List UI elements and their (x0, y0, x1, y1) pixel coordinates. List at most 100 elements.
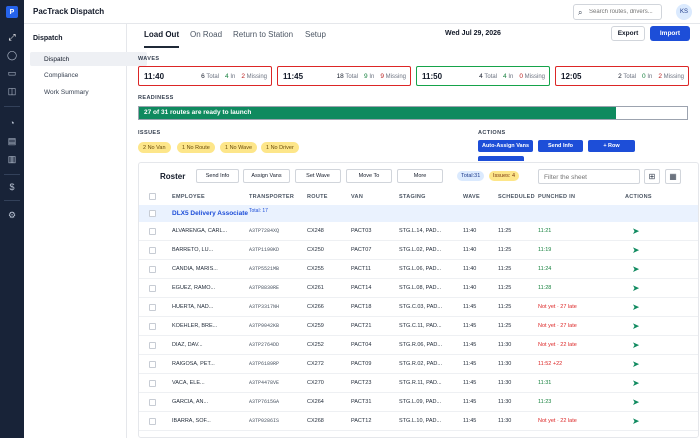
table-row[interactable]: KOEHLER, BRE... A3TP9042KB CX259 PACT21 STG.… (139, 317, 698, 336)
employee-name: IBARRA, SOF... (172, 418, 211, 424)
send-icon[interactable]: ➤ (632, 359, 640, 369)
import-button[interactable]: Import (650, 26, 690, 41)
send-icon[interactable]: ➤ (632, 397, 640, 407)
assign-vans-button[interactable]: Assign Vans (243, 169, 290, 183)
column-header-wave[interactable]: WAVE (463, 194, 480, 200)
tab-on-road[interactable]: On Road (190, 30, 223, 39)
tab-return-to-station[interactable]: Return to Station (233, 30, 294, 39)
issues-count-pill[interactable]: Issues: 4 (489, 171, 520, 181)
table-row[interactable]: RAIGOSA, PET... A3TP6189RP CX272 PACT09 STG.… (139, 355, 698, 374)
send-icon[interactable]: ➤ (632, 245, 640, 255)
settings-icon[interactable]: ⚙ (7, 209, 17, 220)
overflow-action-button[interactable] (478, 156, 524, 161)
route-icon[interactable]: ⤢ (8, 31, 16, 42)
issue-chip-no-van[interactable]: 2 No Van (138, 142, 171, 153)
table-row[interactable]: HUERTA, NAD... A3TP3317NH CX266 PACT18 STG.C… (139, 298, 698, 317)
column-header-van[interactable]: VAN (351, 194, 364, 200)
punched-in-status: Not yet · 27 late (538, 323, 577, 329)
document-icon[interactable]: ▤ (7, 135, 17, 146)
send-icon[interactable]: ➤ (632, 340, 640, 350)
row-checkbox[interactable] (149, 304, 156, 311)
employee-name: CANDIA, MARIS... (172, 266, 218, 272)
send-icon[interactable]: ➤ (632, 264, 640, 274)
group-checkbox[interactable] (149, 210, 156, 217)
move-to-button[interactable]: Move To (346, 169, 392, 183)
more-button[interactable]: More (397, 169, 443, 183)
table-row[interactable]: EGUEZ, RAMO... A3TP8830RE CX261 PACT14 STG.L… (139, 279, 698, 298)
route-code: CX255 (307, 266, 324, 272)
table-row[interactable]: GARCIA, AN... A3TP7615GA CX264 PACT31 STG.L.… (139, 393, 698, 412)
group-header-row[interactable]: DLX5 Delivery Associate Total: 17 (139, 205, 698, 222)
row-checkbox[interactable] (149, 228, 156, 235)
staging-location: STG.L.02, PAD... (399, 247, 442, 253)
column-header-transporter[interactable]: TRANSPORTER (249, 194, 295, 200)
set-wave-button[interactable]: Set Wave (295, 169, 341, 183)
wave-card[interactable]: 12:05 2 Total 0 In 2 Missing (555, 66, 689, 86)
wave-missing-label: Missing (663, 74, 684, 80)
table-row[interactable]: VACA, ELE... A3TP4478VE CX270 PACT23 STG.R.1… (139, 374, 698, 393)
column-header-staging[interactable]: STAGING (399, 194, 426, 200)
wave-card[interactable]: 11:50 4 Total 4 In 0 Missing (416, 66, 550, 86)
send-icon[interactable]: ➤ (632, 416, 640, 426)
clipboard-icon[interactable]: ▥ (7, 153, 17, 164)
tab-load-out[interactable]: Load Out (144, 30, 180, 39)
auto-assign-vans-button[interactable]: Auto-Assign Vans (478, 140, 533, 152)
route-code: CX252 (307, 342, 324, 348)
layout-icon[interactable]: ▦ (665, 169, 681, 184)
avatar[interactable]: KS (676, 4, 692, 20)
issue-chip-no-wave[interactable]: 1 No Wave (220, 142, 258, 153)
row-checkbox[interactable] (149, 361, 156, 368)
sidebar-item-work-summary[interactable]: Work Summary (44, 88, 89, 96)
column-header-punched-in[interactable]: PUNCHED IN (538, 194, 576, 200)
column-header-route[interactable]: ROUTE (307, 194, 328, 200)
issue-chip-no-route[interactable]: 1 No Route (177, 142, 215, 153)
staging-location: STG.L.10, PAD... (399, 418, 442, 424)
send-info-button[interactable]: Send Info (538, 140, 583, 152)
send-icon[interactable]: ➤ (632, 321, 640, 331)
wave-card[interactable]: 11:45 18 Total 9 In 9 Missing (277, 66, 411, 86)
group-name: DLX5 Delivery Associate (172, 210, 248, 217)
row-checkbox[interactable] (149, 399, 156, 406)
send-icon[interactable]: ➤ (632, 302, 640, 312)
staging-location: STG.L.08, PAD... (399, 285, 442, 291)
row-checkbox[interactable] (149, 380, 156, 387)
table-row[interactable]: ALVARENGA, CARL... A3TP7284XQ CX248 PACT03 S… (139, 222, 698, 241)
table-row[interactable]: BARRETO, LU... A3TP1190KD CX250 PACT07 STG.L… (139, 241, 698, 260)
row-checkbox[interactable] (149, 342, 156, 349)
send-icon[interactable]: ➤ (632, 378, 640, 388)
sidebar-item-dispatch[interactable]: Dispatch (30, 52, 147, 66)
truck-icon[interactable]: ▭ (7, 67, 17, 78)
dollar-icon[interactable]: $ (9, 182, 15, 192)
table-row[interactable]: IBARRA, SOF... A3TP0286IS CX268 PACT12 STG.L… (139, 412, 698, 431)
filter-box[interactable] (538, 169, 640, 184)
search-input[interactable] (589, 7, 659, 17)
select-all-checkbox[interactable] (149, 193, 156, 200)
filter-input[interactable] (544, 172, 636, 182)
add-row-button[interactable]: + Row (588, 140, 635, 152)
employee-name: RAIGOSA, PET... (172, 361, 215, 367)
row-checkbox[interactable] (149, 323, 156, 330)
grid-view-icon[interactable]: ⊞ (644, 169, 660, 184)
table-row[interactable]: DIAZ, DAV... A3TP2764DD CX252 PACT04 STG.R.0… (139, 336, 698, 355)
wave-card[interactable]: 11:40 6 Total 4 In 2 Missing (138, 66, 272, 86)
column-header-scheduled[interactable]: SCHEDULED (498, 194, 535, 200)
row-checkbox[interactable] (149, 285, 156, 292)
issue-chip-no-driver[interactable]: 1 No Driver (261, 142, 299, 153)
row-checkbox[interactable] (149, 418, 156, 425)
gauge-icon[interactable]: ◔ (9, 118, 15, 128)
row-checkbox[interactable] (149, 266, 156, 273)
search-box[interactable]: ⌕ (573, 4, 662, 20)
tab-setup[interactable]: Setup (305, 30, 326, 39)
search-icon: ⌕ (578, 8, 583, 17)
package-icon[interactable]: ◫ (7, 85, 17, 96)
chat-icon[interactable]: ◯ (6, 49, 18, 60)
table-row[interactable]: CANDIA, MARIS... A3TP5521MB CX255 PACT11 STG… (139, 260, 698, 279)
row-checkbox[interactable] (149, 247, 156, 254)
transporter-id: A3TP0286IS (249, 418, 280, 424)
send-icon[interactable]: ➤ (632, 283, 640, 293)
column-header-employee[interactable]: EMPLOYEE (172, 194, 205, 200)
export-button[interactable]: Export (611, 26, 645, 41)
sidebar-item-compliance[interactable]: Compliance (44, 71, 79, 79)
roster-send-info-button[interactable]: Send Info (196, 169, 239, 183)
send-icon[interactable]: ➤ (632, 226, 640, 236)
